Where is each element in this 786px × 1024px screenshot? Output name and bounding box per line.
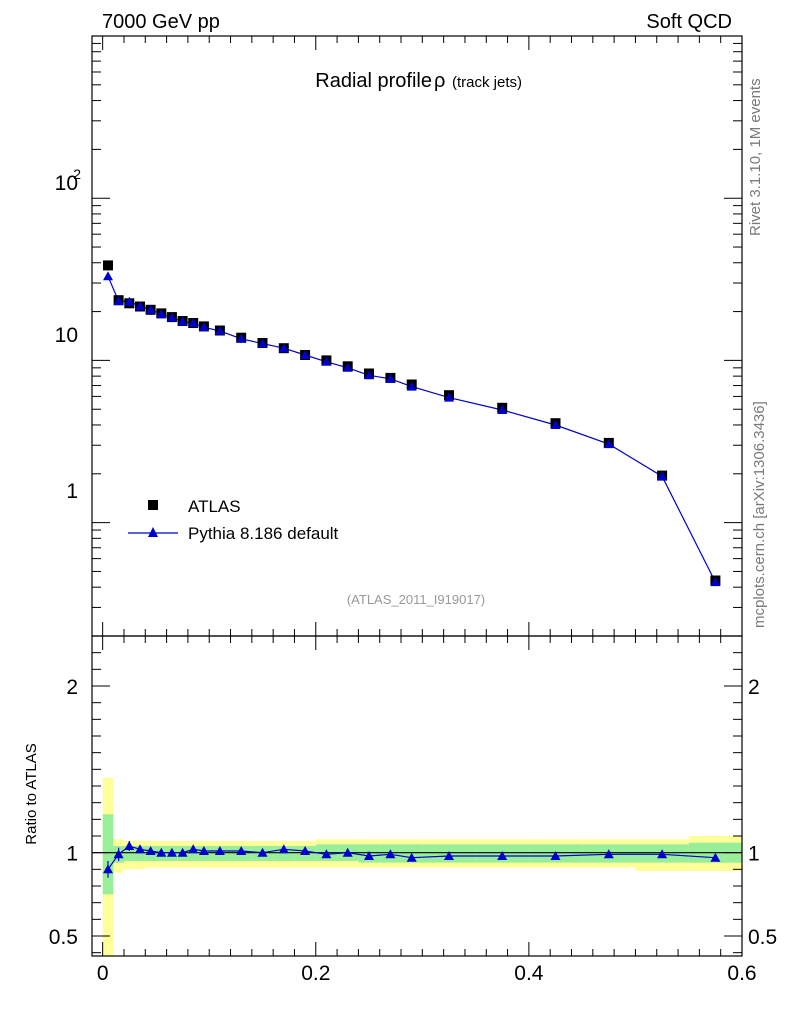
- mc-data-point: [278, 343, 289, 353]
- x-tick-label-0.2: 0.2: [301, 962, 330, 985]
- ratio-mc-point: [103, 864, 113, 874]
- main-axis-ticks: [92, 36, 743, 637]
- ratio-panel: Ratio to ATLAS 2 1 0.5 2 1 0.5 0 0.2 0.4…: [23, 635, 777, 985]
- ratio-mc-point: [657, 849, 668, 859]
- ratio-mc-point: [198, 846, 209, 855]
- legend-atlas-marker: [148, 500, 158, 510]
- mc-data-point: [257, 338, 268, 348]
- mc-data-point: [342, 362, 353, 372]
- ratio-mc-point: [156, 847, 167, 857]
- mc-data-point: [321, 356, 332, 366]
- mc-data-point: [657, 471, 668, 481]
- legend-atlas-label: ATLAS: [188, 497, 241, 516]
- legend-mc-marker: [148, 527, 158, 537]
- mc-data-point: [198, 322, 209, 332]
- y-tick-label-10: 10: [55, 324, 78, 347]
- atlas-data-point: [103, 260, 113, 271]
- ratio-mc-point: [300, 846, 311, 855]
- ratio-frame: [91, 635, 743, 957]
- mc-data-point: [550, 420, 561, 429]
- ratio-y-tick-label-0.5-left: 0.5: [49, 926, 78, 949]
- ratio-mc-point: [385, 849, 396, 859]
- y-tick-label-100-exponent: 2: [73, 166, 81, 182]
- ratio-mc-point: [364, 851, 374, 860]
- ratio-mc-point: [177, 847, 188, 857]
- mc-data-point: [406, 381, 417, 391]
- mc-data-point: [124, 296, 135, 306]
- ratio-mc-point: [406, 852, 417, 862]
- mc-data-point: [603, 439, 614, 449]
- y-tick-label-1: 1: [66, 480, 78, 503]
- ratio-mc-point: [603, 849, 614, 859]
- ratio-mc-point: [710, 852, 721, 862]
- mc-data-point: [166, 312, 177, 322]
- mc-data-point: [444, 392, 454, 402]
- ratio-mc-point: [444, 851, 454, 860]
- ratio-stat-uncertainty-band: [102, 814, 114, 895]
- main-frame: [91, 35, 743, 637]
- ratio-stat-uncertainty-band: [124, 846, 135, 861]
- mc-data-point: [113, 296, 124, 306]
- ratio-mc-point: [236, 846, 247, 855]
- header-process-label: Soft QCD: [646, 11, 732, 33]
- ratio-mc-point: [342, 847, 353, 857]
- ratio-mc-point: [497, 851, 508, 860]
- chart-title: Radial profile: [315, 70, 432, 92]
- legend-mc-label: Pythia 8.186 default: [188, 524, 339, 543]
- ratio-mc-point: [278, 844, 289, 854]
- rivet-version-label: Rivet 3.1.10, 1M events: [747, 78, 764, 236]
- x-tick-label-0.6: 0.6: [727, 962, 756, 985]
- mc-data-point: [710, 577, 721, 587]
- ratio-y-tick-label-2-right: 2: [748, 676, 760, 699]
- mcplots-reference-label: mcplots.cern.ch [arXiv:1306.3436]: [751, 401, 768, 628]
- x-tick-label-0.4: 0.4: [514, 962, 544, 985]
- ratio-stat-uncertainty-band: [187, 846, 199, 861]
- x-tick-label-0: 0: [97, 962, 109, 985]
- ratio-mc-point: [113, 849, 124, 859]
- mc-data-point: [145, 304, 156, 314]
- ratio-mc-point: [124, 841, 135, 850]
- ratio-y-tick-label-2-left: 2: [66, 676, 78, 699]
- mc-data-point: [156, 309, 167, 319]
- ratio-y-tick-label-1-right: 1: [748, 843, 760, 866]
- mc-data-point: [236, 333, 247, 343]
- ratio-mc-point: [257, 847, 268, 857]
- ratio-y-tick-label-1-left: 1: [66, 843, 78, 866]
- ratio-axis-ticks: [92, 636, 743, 956]
- ratio-y-axis-label: Ratio to ATLAS: [23, 743, 40, 844]
- mc-data-point: [497, 405, 508, 414]
- main-panel: Radial profile ρ (track jets) (ATLAS_201…: [55, 35, 743, 637]
- ratio-mc-point: [166, 847, 177, 857]
- ratio-mc-point: [321, 849, 332, 859]
- mc-data-point: [177, 316, 188, 326]
- y-tick-label-100: 10: [55, 172, 78, 195]
- ratio-mc-point: [135, 844, 145, 854]
- legend: ATLAS Pythia 8.186 default: [128, 497, 339, 543]
- mc-data-point: [214, 325, 225, 335]
- chart-title-suffix: (track jets): [452, 74, 522, 91]
- mc-data-point: [188, 318, 199, 327]
- ratio-mc-point: [188, 844, 199, 854]
- ratio-y-tick-label-0.5-right: 0.5: [748, 926, 777, 949]
- ratio-mc-point: [214, 846, 225, 855]
- mc-data-point: [135, 301, 145, 311]
- analysis-tag: (ATLAS_2011_I919017): [347, 592, 485, 607]
- chart-title-symbol: ρ: [434, 70, 445, 92]
- ratio-mc-point: [550, 851, 561, 860]
- mc-data-point: [364, 370, 374, 380]
- mc-data-point: [300, 350, 311, 359]
- ratio-stat-uncertainty-band: [134, 846, 146, 861]
- ratio-mc-point: [145, 846, 156, 855]
- mc-data-point: [103, 271, 113, 281]
- header-beam-label: 7000 GeV pp: [102, 11, 220, 33]
- mc-data-point: [385, 373, 396, 383]
